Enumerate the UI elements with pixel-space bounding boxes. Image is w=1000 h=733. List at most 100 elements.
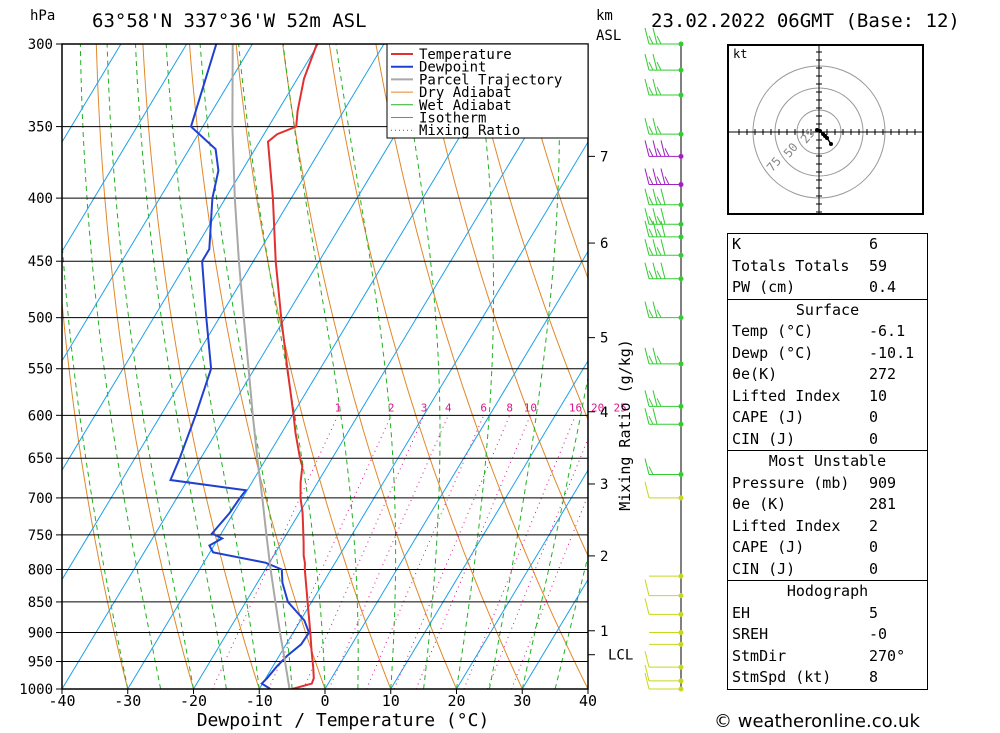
wet-adiabat	[199, 44, 293, 689]
section-title: Hodograph	[786, 582, 869, 600]
altitude-tick-label: 3	[600, 477, 608, 493]
wind-barb-feather	[644, 54, 650, 71]
wind-barb-feather	[644, 579, 650, 596]
wind-barb-feather	[660, 168, 666, 185]
stat-value: 272	[869, 365, 897, 383]
altitude-tick-label: 7	[600, 149, 608, 165]
stat-row: Temp (°C) -6.1	[728, 321, 927, 343]
wet-adiabat	[62, 235, 129, 689]
temperature-tick-label: 30	[513, 692, 531, 710]
mixing-ratio-axis-title: Mixing Ratio (g/kg)	[616, 339, 634, 511]
stat-label: PW (cm)	[732, 278, 796, 296]
wind-barb-feather	[652, 140, 658, 157]
isotherm	[62, 44, 385, 581]
wind-barb-feather	[648, 415, 654, 425]
wind-barb-feather	[644, 347, 650, 364]
stat-value: -6.1	[869, 322, 906, 340]
wind-barb-feather	[644, 239, 650, 256]
stat-row: Totals Totals 59	[728, 256, 927, 278]
dry-adiabat	[515, 44, 588, 280]
wind-barb-feather	[652, 168, 658, 185]
isotherm	[258, 141, 588, 689]
mixing-ratio-line	[366, 415, 485, 689]
legend-entry: Isotherm	[419, 111, 486, 127]
stat-value: 0	[869, 429, 879, 448]
legend-box	[386, 43, 589, 139]
wind-barb-feather	[648, 270, 654, 280]
pressure-tick-label: 950	[28, 655, 53, 671]
wind-barb-feather	[644, 390, 650, 407]
stat-label: Lifted Index	[732, 516, 841, 535]
stat-row: CIN (J) 0	[728, 429, 927, 451]
temperature-tick-label: 10	[382, 692, 400, 710]
wind-barb-feather	[660, 208, 666, 225]
pressure-tick-label: 800	[28, 562, 53, 578]
wind-barb-feather	[652, 208, 658, 225]
wind-barb-feather	[648, 309, 654, 318]
wind-barb-feather	[648, 86, 654, 96]
stat-label: θe (K)	[732, 495, 787, 513]
series-parcel-trajectory	[231, 44, 291, 689]
copyright-footer: © weatheronline.co.uk	[714, 711, 920, 732]
dry-adiabat	[235, 44, 392, 689]
stat-label: θe(K)	[732, 365, 778, 383]
hodograph-ring-label: 75	[764, 154, 784, 174]
isotherm	[390, 359, 588, 689]
mixing-ratio-line	[268, 415, 392, 689]
wind-barb-feather	[652, 301, 658, 318]
mixing-ratio-line	[487, 437, 588, 689]
wind-barb-feather	[644, 262, 650, 279]
stat-value: 0	[869, 538, 879, 556]
station-location: 63°58'N 337°36'W 52m ASL	[92, 10, 367, 32]
stat-row: CAPE (J) 0	[728, 407, 927, 429]
altitude-tick-label: 1	[600, 624, 608, 640]
mixing-ratio-line	[511, 494, 588, 689]
wind-barb-feather	[648, 398, 654, 407]
stat-label: K	[732, 235, 742, 253]
wet-adiabat	[165, 44, 260, 689]
pressure-tick-label: 900	[28, 626, 53, 642]
legend-entry: Dry Adiabat	[419, 85, 512, 101]
dry-adiabat	[935, 44, 1000, 689]
hodograph-point	[825, 136, 829, 140]
stat-value: -10.1	[869, 343, 915, 362]
stat-value: 0	[869, 559, 879, 578]
hodograph-ring-label: 50	[781, 140, 801, 160]
wind-barb-feather	[660, 262, 666, 279]
mixing-ratio-tick-label: 3	[421, 401, 428, 414]
hodograph-panel: kt 25 50 75	[727, 44, 924, 229]
wind-barb-feather	[644, 672, 650, 690]
wind-barb-feather	[656, 35, 662, 45]
stability-indices-table: K 6 Totals Totals 59 PW (cm) 0.4 Surface Temp …	[727, 233, 928, 690]
wind-barb-feather	[652, 220, 658, 237]
wind-barb-feather	[644, 458, 650, 475]
stat-value: 8	[869, 668, 879, 686]
pressure-tick-label: 400	[28, 191, 53, 207]
stat-row: StmSpd (kt) 8	[728, 667, 927, 689]
wind-barb-feather	[648, 216, 654, 225]
stat-row: θe(K) 272	[728, 364, 927, 386]
mixing-ratio-tick-label: 16	[569, 401, 582, 414]
surface-section: Surface Temp (°C) -6.1 Dewp (°C) -10.1 θe(K) 2…	[728, 300, 927, 451]
isotherm	[324, 250, 588, 689]
temperature-tick-label: 20	[447, 692, 465, 710]
isotherm	[62, 44, 253, 362]
mixing-ratio-tick-label: 4	[445, 401, 452, 414]
wind-barb-feather	[644, 301, 650, 318]
stat-value: 6	[869, 235, 879, 253]
stat-row: Lifted Index 10	[728, 386, 927, 408]
wind-barb-feather	[644, 651, 650, 668]
legend-entry: Wet Adiabat	[419, 98, 512, 114]
pressure-unit-label: hPa	[30, 8, 56, 24]
mixing-ratio-line	[211, 415, 339, 689]
wind-barb-feather	[648, 35, 654, 45]
mixing-ratio-line	[302, 415, 425, 689]
stat-row: SREH -0	[728, 624, 927, 646]
legend-entry: Dewpoint	[419, 60, 486, 76]
wind-barb-feather	[656, 176, 662, 185]
km-unit-label: km	[596, 8, 613, 24]
sounding-datetime: 23.02.2022 06GMT (Base: 12)	[651, 10, 960, 32]
pressure-tick-label: 450	[28, 254, 53, 270]
wind-barb-feather	[664, 148, 670, 157]
